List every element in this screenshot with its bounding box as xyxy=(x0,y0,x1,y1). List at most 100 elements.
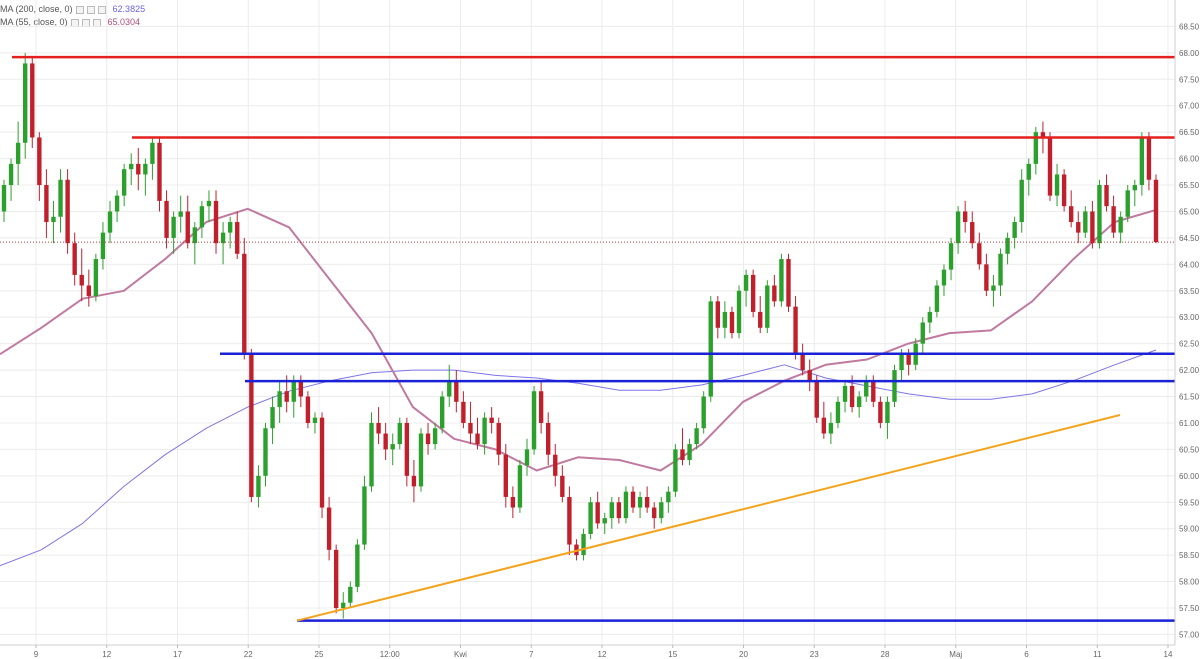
candle-body xyxy=(93,259,99,297)
candle-body xyxy=(609,502,614,519)
candle-body xyxy=(588,502,593,534)
candle-body xyxy=(524,449,530,466)
y-tick-label: 62.00 xyxy=(1179,366,1200,375)
candle-body xyxy=(171,216,176,238)
candle-body xyxy=(1118,216,1123,233)
candle-body xyxy=(786,259,791,307)
y-tick-label: 67.00 xyxy=(1179,102,1200,111)
candle-body xyxy=(977,243,982,265)
candle-body xyxy=(1139,137,1145,186)
candle-body xyxy=(390,444,395,450)
x-tick-label: 12 xyxy=(598,650,607,659)
candle-body xyxy=(44,185,49,223)
candle-body xyxy=(991,285,996,291)
candle-body xyxy=(418,433,424,487)
candle-body xyxy=(355,544,360,587)
candle-body xyxy=(298,380,304,397)
candle-body xyxy=(51,216,56,223)
candle-body xyxy=(157,142,162,201)
candle-body xyxy=(962,211,968,223)
candle-body xyxy=(1061,174,1067,207)
candle-body xyxy=(411,475,417,487)
x-tick-label: 11 xyxy=(1093,650,1102,659)
candle-body xyxy=(1068,206,1074,223)
y-tick-label: 67.50 xyxy=(1179,75,1200,84)
candle-body xyxy=(15,142,21,164)
y-tick-label: 63.50 xyxy=(1179,287,1200,296)
candle-body xyxy=(510,496,516,508)
candle-body xyxy=(277,391,282,408)
candle-body xyxy=(235,222,240,254)
candle-body xyxy=(680,449,685,460)
y-tick-label: 68.50 xyxy=(1179,22,1200,31)
candle-body xyxy=(1097,185,1102,244)
candle-body xyxy=(397,422,402,445)
candle-body xyxy=(941,269,947,286)
candle-body xyxy=(468,422,473,434)
candle-body xyxy=(567,496,572,545)
x-tick-label: 12 xyxy=(102,650,111,659)
ma200-value: 62.3825 xyxy=(112,4,146,14)
candle-body xyxy=(432,428,438,445)
candle-body xyxy=(1083,211,1088,233)
candle-body xyxy=(666,491,671,503)
candle-body xyxy=(652,507,657,519)
candle-body xyxy=(79,274,84,286)
x-tick-label: 7 xyxy=(529,650,534,659)
candle-body xyxy=(856,396,862,408)
candle-body xyxy=(1132,185,1137,191)
candle-body xyxy=(736,290,742,334)
candle-body xyxy=(1125,190,1130,217)
settings-icon[interactable] xyxy=(86,5,95,14)
candle-body xyxy=(687,444,692,460)
candle-body xyxy=(284,391,289,402)
y-tick-label: 61.00 xyxy=(1179,419,1200,428)
candle-body xyxy=(1153,179,1159,243)
y-tick-label: 66.00 xyxy=(1179,155,1200,164)
candle-body xyxy=(333,549,339,608)
candle-body xyxy=(560,475,565,497)
candle-body xyxy=(984,264,989,291)
x-tick-label: 17 xyxy=(173,650,182,659)
candle-body xyxy=(779,259,784,302)
candle-body xyxy=(892,370,897,402)
candle-body xyxy=(114,195,120,212)
x-tick-label: 20 xyxy=(739,650,748,659)
x-tick-label: Maj xyxy=(949,650,962,659)
candle-body xyxy=(37,137,42,186)
x-tick-label: 23 xyxy=(810,650,819,659)
y-tick-label: 58.50 xyxy=(1179,551,1200,560)
ascending-trendline[interactable] xyxy=(296,414,1121,622)
candle-body xyxy=(178,211,183,217)
horizontal-levels[interactable]: 67.9266.4062.3161.7957.2664.42 xyxy=(0,51,1200,627)
y-tick-label: 65.50 xyxy=(1179,181,1200,190)
candle-body xyxy=(1047,137,1053,196)
visibility-toggle-icon[interactable] xyxy=(75,5,84,14)
candle-body xyxy=(65,179,70,244)
candle-body xyxy=(750,274,756,312)
candle-body xyxy=(878,401,883,423)
x-tick-label: 12:00 xyxy=(380,650,401,659)
candle-body xyxy=(383,433,388,450)
x-tick-label: 14 xyxy=(1164,650,1173,659)
candle-body xyxy=(729,311,735,334)
candle-body xyxy=(871,380,876,402)
candle-body xyxy=(489,417,494,423)
ma200-line[interactable] xyxy=(0,349,1157,567)
candle-body xyxy=(1090,211,1095,244)
candle-body xyxy=(955,211,961,244)
candle-body xyxy=(164,200,169,238)
candle-body xyxy=(531,391,537,450)
candle-body xyxy=(602,518,607,524)
candle-body xyxy=(595,502,600,524)
close-icon[interactable] xyxy=(97,5,106,14)
moving-averages xyxy=(0,207,1157,567)
candle-body xyxy=(100,232,106,260)
y-tick-label: 57.00 xyxy=(1179,630,1200,639)
x-tick-label: 28 xyxy=(881,650,890,659)
ma55-label: MA (55, close, 0) xyxy=(0,17,68,27)
candle-body xyxy=(185,211,190,244)
y-tick-label: 59.50 xyxy=(1179,498,1200,507)
ma55-value: 65.0304 xyxy=(107,17,141,27)
